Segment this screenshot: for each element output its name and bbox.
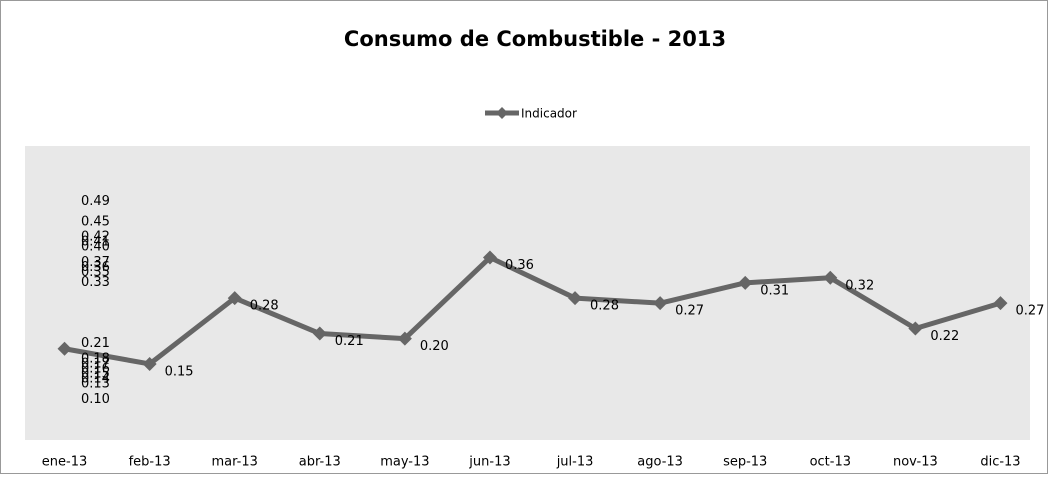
marker xyxy=(653,296,668,311)
data-label: 0.32 xyxy=(845,278,874,293)
x-tick-label: jul-13 xyxy=(556,455,594,470)
data-label: 0.42 xyxy=(81,230,110,245)
marker xyxy=(908,321,923,336)
marker xyxy=(993,296,1008,311)
line xyxy=(64,255,1002,367)
data-label: 0.27 xyxy=(1015,304,1044,319)
marker xyxy=(57,341,72,356)
marker xyxy=(738,275,753,290)
marker xyxy=(397,331,412,346)
data-label: 0.37 xyxy=(81,255,110,270)
marker xyxy=(142,356,157,371)
data-label: 0.21 xyxy=(81,336,110,351)
x-tick-label: nov-13 xyxy=(893,455,938,470)
data-label: 0.22 xyxy=(930,329,959,344)
x-tick-label: jun-13 xyxy=(468,455,510,470)
x-tick-label: mar-13 xyxy=(212,455,258,470)
data-label: 0.28 xyxy=(590,299,619,314)
data-label: 0.40 xyxy=(81,240,110,255)
data-label: 0.16 xyxy=(81,361,110,376)
legend-label: Indicador xyxy=(521,107,577,121)
data-label: 0.13 xyxy=(81,377,110,392)
data-label: 0.15 xyxy=(81,366,110,381)
marker xyxy=(823,270,838,285)
legend-marker xyxy=(496,107,508,119)
x-tick-label: ago-13 xyxy=(637,455,683,470)
data-label: 0.41 xyxy=(81,235,110,250)
data-label: 0.18 xyxy=(81,351,110,366)
data-label: 0.10 xyxy=(81,392,110,407)
data-label: 0.17 xyxy=(81,356,110,371)
data-label: 0.33 xyxy=(81,275,110,290)
data-label: 0.14 xyxy=(81,372,110,387)
data-label: 0.20 xyxy=(420,339,449,354)
data-label: 0.15 xyxy=(165,364,194,379)
x-tick-label: abr-13 xyxy=(299,455,341,470)
data-label: 0.27 xyxy=(675,304,704,319)
data-label: 0.31 xyxy=(760,283,789,298)
x-tick-label: oct-13 xyxy=(810,455,851,470)
marker xyxy=(568,291,583,306)
x-tick-label: sep-13 xyxy=(723,455,767,470)
chart-title: Consumo de Combustible - 2013 xyxy=(344,27,726,51)
x-tick-label: feb-13 xyxy=(129,455,171,470)
data-label: 0.21 xyxy=(335,334,364,349)
data-label: 0.36 xyxy=(81,260,110,275)
x-tick-label: may-13 xyxy=(380,455,429,470)
x-tick-label: dic-13 xyxy=(980,455,1020,470)
marker xyxy=(227,291,242,306)
data-label: 0.35 xyxy=(81,265,110,280)
data-label: 0.45 xyxy=(81,214,110,229)
data-label: 0.36 xyxy=(505,258,534,273)
plot-area xyxy=(25,146,1030,440)
data-label: 0.28 xyxy=(250,299,279,314)
data-label: 0.49 xyxy=(81,194,110,209)
marker xyxy=(482,250,497,265)
x-tick-label: ene-13 xyxy=(42,455,87,470)
marker xyxy=(312,326,327,341)
